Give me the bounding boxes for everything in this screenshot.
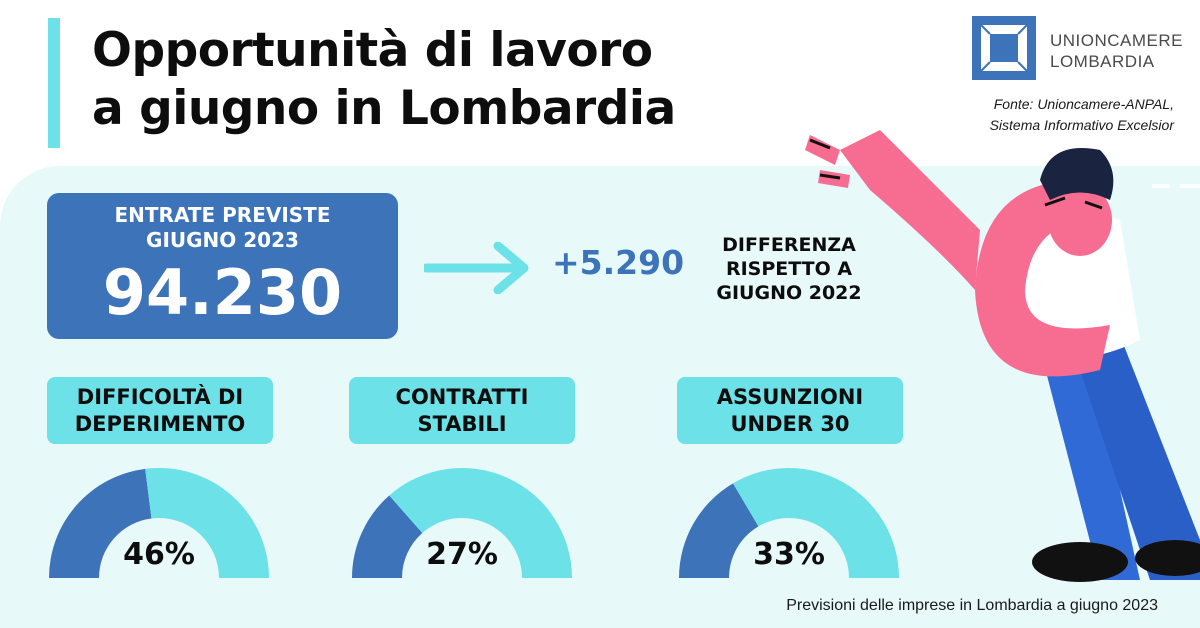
- person-pointing-illustration: [805, 130, 1200, 582]
- gauge-remainder-arc: [145, 468, 269, 578]
- pill-label-line-2: UNDER 30: [730, 411, 850, 436]
- delta-label-line-2: RISPETTO A: [725, 258, 853, 280]
- gauge-remainder-arc: [389, 468, 572, 578]
- logo-text: UNIONCAMERE LOMBARDIA: [1050, 30, 1183, 72]
- gauge-value-label: 46%: [123, 537, 195, 572]
- unioncamere-logo-icon: [972, 16, 1036, 80]
- kpi-label-line-1: ENTRATE PREVISTE: [114, 203, 331, 227]
- arrow-right-icon: [424, 242, 529, 294]
- gauge-remainder-arc: [733, 468, 899, 578]
- pill-label-line-2: STABILI: [417, 411, 507, 436]
- pill-label-line-2: DEPERIMENTO: [74, 411, 246, 436]
- gauge-value-arc: [352, 495, 423, 578]
- indicator-pill-assunzioni: ASSUNZIONI UNDER 30: [677, 377, 903, 444]
- title-line-1: Opportunità di lavoro: [92, 23, 653, 78]
- source-note: Fonte: Unioncamere-ANPAL, Sistema Inform…: [934, 94, 1174, 136]
- gauge-value-arc: [49, 468, 152, 578]
- delta-label: DIFFERENZA RISPETTO A GIUGNO 2022: [700, 233, 878, 305]
- pill-label-line-1: DIFFICOLTÀ DI: [76, 384, 244, 409]
- logo-text-line-2: LOMBARDIA: [1050, 52, 1155, 71]
- gauge-value-arc: [679, 483, 759, 578]
- source-line-1: Fonte: Unioncamere-ANPAL,: [993, 96, 1174, 112]
- gauge-assunzioni: [679, 468, 899, 578]
- pill-label-line-1: CONTRATTI: [395, 384, 529, 409]
- pill-label-line-1: ASSUNZIONI: [716, 384, 864, 409]
- delta-value: +5.290: [552, 243, 685, 282]
- logo-text-line-1: UNIONCAMERE: [1050, 31, 1184, 50]
- title-line-2: a giugno in Lombardia: [92, 81, 676, 136]
- gauge-value-label: 33%: [753, 537, 825, 572]
- indicator-pill-contratti: CONTRATTI STABILI: [349, 377, 575, 444]
- delta-label-line-3: GIUGNO 2022: [716, 282, 862, 304]
- gauge-value-label: 27%: [426, 537, 498, 572]
- gauge-difficolta: [49, 468, 269, 578]
- title-accent-bar: [48, 18, 60, 148]
- source-line-2: Sistema Informativo Excelsior: [989, 117, 1174, 133]
- kpi-label-line-2: GIUGNO 2023: [146, 228, 299, 252]
- page-title: Opportunità di lavoro a giugno in Lombar…: [92, 22, 852, 138]
- footer-caption: Previsioni delle imprese in Lombardia a …: [786, 597, 1158, 614]
- kpi-value: 94.230: [102, 256, 343, 329]
- delta-label-line-1: DIFFERENZA: [722, 234, 856, 256]
- indicator-pill-difficolta: DIFFICOLTÀ DI DEPERIMENTO: [47, 377, 273, 444]
- gauge-contratti: [352, 468, 572, 578]
- kpi-entrate-box: ENTRATE PREVISTE GIUGNO 2023 94.230: [47, 193, 398, 339]
- kpi-label: ENTRATE PREVISTE GIUGNO 2023: [47, 203, 398, 253]
